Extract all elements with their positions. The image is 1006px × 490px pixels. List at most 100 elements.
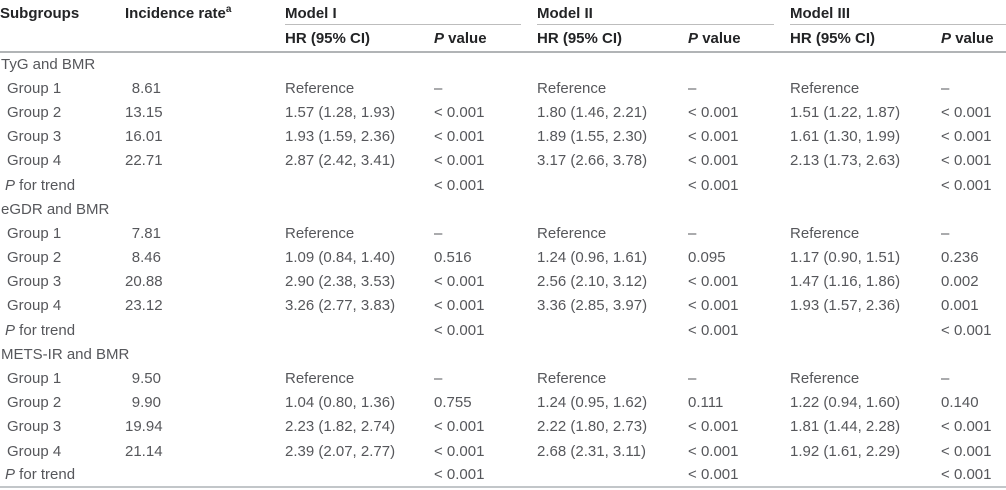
empty-cell xyxy=(537,463,688,487)
table-row: Group 2 9.90 1.04 (0.80, 1.36) 0.755 1.2… xyxy=(0,391,1006,415)
model3-p-value: – xyxy=(941,224,950,242)
p-symbol: P xyxy=(941,30,952,47)
model2-hr-value: Reference xyxy=(537,79,607,97)
subgroup-label: Group 4 xyxy=(7,442,62,460)
model2-hr-value: 1.24 (0.96, 1.61) xyxy=(537,249,648,267)
subgroup-label: Group 3 xyxy=(7,128,62,146)
incidence-cell: 7.81 xyxy=(125,221,285,245)
incidence-cell: 8.46 xyxy=(125,246,285,270)
model3-hr-value: Reference xyxy=(790,79,860,97)
p-for-trend-label: P for trend xyxy=(0,173,125,197)
model1-p-value: < 0.001 xyxy=(434,128,485,146)
model1-p-value: 0.755 xyxy=(434,394,472,412)
subgroup-label: Group 1 xyxy=(7,370,62,388)
incidence-value: 9.50 xyxy=(131,370,161,388)
model2-hr-value: 3.36 (2.85, 3.97) xyxy=(537,297,648,315)
footnote-marker-a: a xyxy=(225,4,232,15)
empty-cell xyxy=(285,173,434,197)
p-symbol: P xyxy=(5,321,16,339)
incidence-value: 13.15 xyxy=(125,103,163,121)
subgroup-label: Group 3 xyxy=(7,273,62,291)
model1-trend-p: < 0.001 xyxy=(434,176,485,194)
p-for-trend-label: P for trend xyxy=(0,463,125,487)
model3-p-value: < 0.001 xyxy=(941,418,992,436)
header-row-measures: HR (95% CI) P value HR (95% CI) P value … xyxy=(0,26,1006,53)
model3-hr-value: 1.81 (1.44, 2.28) xyxy=(790,418,901,436)
p-symbol: P xyxy=(434,30,445,47)
model3-trend-p: < 0.001 xyxy=(941,176,992,194)
table-row: Group 3 16.01 1.93 (1.59, 2.36) < 0.001 … xyxy=(0,125,1006,149)
model2-p-value: – xyxy=(688,370,697,388)
incidence-rate-label: Incidence rate xyxy=(125,5,226,22)
model2-hr-value: 1.80 (1.46, 2.21) xyxy=(537,103,648,121)
column-header-hr-model3: HR (95% CI) xyxy=(790,26,942,53)
model1-hr-value: 1.04 (0.80, 1.36) xyxy=(285,394,396,412)
header-row-models: Subgroups Incidence ratea Model I Model … xyxy=(0,0,1006,53)
p-value-label: value xyxy=(951,30,994,47)
incidence-value: 16.01 xyxy=(125,128,163,146)
model3-p-value: 0.001 xyxy=(941,297,979,315)
trend-label-rest: for trend xyxy=(15,466,76,484)
incidence-value: 9.90 xyxy=(131,394,161,412)
section-row-mets-ir: METS-IR and BMR xyxy=(0,342,1006,366)
incidence-value: 23.12 xyxy=(125,297,163,315)
empty-cell xyxy=(790,463,941,487)
model2-p-value: < 0.001 xyxy=(688,297,739,315)
incidence-value: 19.94 xyxy=(125,418,163,436)
column-header-p-model2: P value xyxy=(688,26,791,53)
incidence-value: 8.61 xyxy=(131,79,161,97)
section-title: TyG and BMR xyxy=(1,56,96,74)
model1-hr-value: Reference xyxy=(285,370,355,388)
model2-hr-value: 3.17 (2.66, 3.78) xyxy=(537,152,648,170)
empty-cell xyxy=(537,173,688,197)
model2-trend-p: < 0.001 xyxy=(688,321,739,339)
model1-p-value: < 0.001 xyxy=(434,297,485,315)
model3-p-value: 0.236 xyxy=(941,249,979,267)
model2-p-value: 0.095 xyxy=(688,249,726,267)
incidence-value: 8.46 xyxy=(131,249,161,267)
model2-p-value: < 0.001 xyxy=(688,442,739,460)
section-title: eGDR and BMR xyxy=(1,200,110,218)
incidence-cell: 20.88 xyxy=(125,270,285,294)
empty-cell xyxy=(125,463,285,487)
model3-p-value: – xyxy=(941,370,950,388)
incidence-cell: 13.15 xyxy=(125,100,285,124)
model3-p-value: 0.002 xyxy=(941,273,979,291)
column-header-hr-model2: HR (95% CI) xyxy=(537,26,689,53)
model1-hr-value: 2.39 (2.07, 2.77) xyxy=(285,442,396,460)
model1-p-value: – xyxy=(434,370,443,388)
subgroup-label: Group 2 xyxy=(7,103,62,121)
table-row: Group 4 23.12 3.26 (2.77, 3.83) < 0.001 … xyxy=(0,294,1006,318)
incidence-cell: 9.50 xyxy=(125,366,285,390)
column-header-incidence-rate: Incidence ratea xyxy=(125,0,285,53)
column-header-subgroups: Subgroups xyxy=(0,0,125,53)
subgroup-label: Group 1 xyxy=(7,79,62,97)
column-header-hr-model1: HR (95% CI) xyxy=(285,26,434,53)
empty-cell xyxy=(125,173,285,197)
empty-cell xyxy=(537,318,688,342)
model3-hr-value: 1.22 (0.94, 1.60) xyxy=(790,394,901,412)
trend-label-rest: for trend xyxy=(15,176,76,194)
model1-hr-value: Reference xyxy=(285,224,355,242)
model-2-spanner: Model II xyxy=(537,0,775,25)
subgroup-label: Group 4 xyxy=(7,297,62,315)
model3-p-value: < 0.001 xyxy=(941,128,992,146)
model2-p-value: – xyxy=(688,79,697,97)
subgroup-label: Group 1 xyxy=(7,224,62,242)
model3-hr-value: 1.47 (1.16, 1.86) xyxy=(790,273,901,291)
model1-p-value: 0.516 xyxy=(434,249,472,267)
p-value-label: value xyxy=(698,30,741,47)
model-3-spanner: Model III xyxy=(790,0,1006,25)
model2-hr-value: Reference xyxy=(537,370,607,388)
section-title: METS-IR and BMR xyxy=(1,345,130,363)
model2-hr-value: 2.68 (2.31, 3.11) xyxy=(537,442,646,460)
table-row: Group 2 13.15 1.57 (1.28, 1.93) < 0.001 … xyxy=(0,100,1006,124)
model2-hr-value: 1.24 (0.95, 1.62) xyxy=(537,394,648,412)
model3-p-value: 0.140 xyxy=(941,394,979,412)
model2-p-value: < 0.001 xyxy=(688,128,739,146)
incidence-cell: 22.71 xyxy=(125,149,285,173)
model-3-label: Model III xyxy=(790,5,851,22)
empty-cell xyxy=(125,318,285,342)
model-2-label: Model II xyxy=(537,5,593,22)
